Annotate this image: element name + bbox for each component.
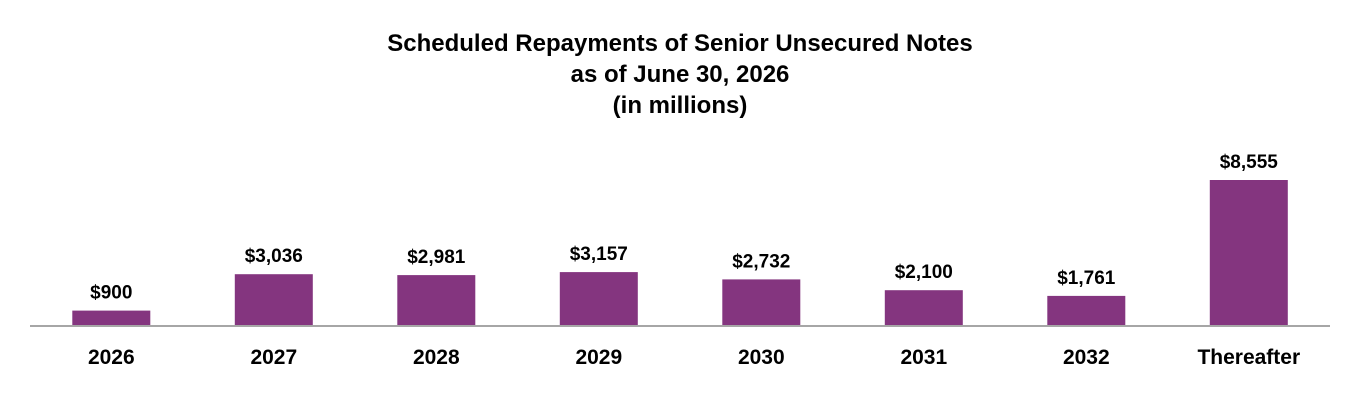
category-label-thereafter: Thereafter [1197,346,1300,369]
bar-2031 [884,290,963,326]
data-label-2028: $2,981 [407,247,466,268]
data-label-2027: $3,036 [245,246,303,267]
bar-2029 [559,272,638,326]
category-label-2027: 2027 [250,346,297,369]
bar-2032 [1047,295,1126,326]
data-label-thereafter: $8,555 [1220,152,1279,173]
bar-2030 [722,279,801,326]
bar-2028 [397,275,476,326]
data-label-2029: $3,157 [570,244,628,265]
bar-2027 [234,274,313,326]
data-label-2031: $2,100 [895,262,953,283]
chart-title-line-3: (in millions) [612,92,748,119]
category-label-2030: 2030 [738,346,785,369]
category-label-2032: 2032 [1063,346,1110,369]
category-label-2031: 2031 [900,346,947,369]
category-label-2026: 2026 [88,346,135,369]
data-label-2030: $2,732 [732,251,790,272]
data-label-2032: $1,761 [1057,268,1116,289]
category-label-2029: 2029 [575,346,622,369]
data-label-2026: $900 [90,283,132,304]
bar-2026 [72,310,151,326]
bar-thereafter [1209,180,1288,326]
category-label-2028: 2028 [413,346,460,369]
chart-title-line-2: as of June 30, 2026 [570,61,790,88]
chart-title: Scheduled Repayments of Senior Unsecured… [0,28,1360,121]
chart-title-line-1: Scheduled Repayments of Senior Unsecured… [387,30,973,57]
